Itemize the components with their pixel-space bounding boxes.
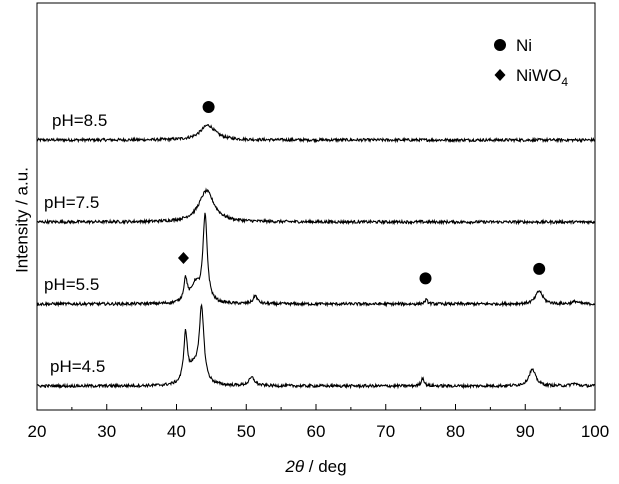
trace-pH75 (37, 190, 595, 224)
legend-label-subscript: 4 (561, 75, 568, 89)
x-tick-label: 20 (28, 422, 47, 441)
trace-pH45 (37, 305, 595, 387)
x-tick-label: 70 (376, 422, 395, 441)
x-tick-label: 80 (446, 422, 465, 441)
legend-label-main: Ni (516, 36, 532, 55)
x-axis-title: 2θ / deg (284, 457, 346, 476)
plot-frame (37, 3, 595, 410)
legend-label: NiWO4 (516, 66, 568, 89)
series-label: pH=8.5 (52, 111, 107, 130)
x-axis-title-unit: / deg (304, 457, 347, 476)
legend-circle-marker (494, 39, 506, 51)
series-label: pH=7.5 (44, 193, 99, 212)
x-tick-label: 60 (307, 422, 326, 441)
ni-peak-marker (203, 101, 215, 113)
x-tick-label: 30 (97, 422, 116, 441)
legend-label: Ni (516, 36, 532, 55)
series-labels: pH=8.5 pH=7.5 pH=5.5 pH=4.5 (44, 111, 107, 376)
legend-diamond-marker (495, 69, 506, 81)
x-tick-label: 90 (516, 422, 535, 441)
legend-label-main: NiWO (516, 66, 561, 85)
ni-peak-marker (533, 263, 545, 275)
x-tick-label: 50 (237, 422, 256, 441)
y-axis-title: Intensity / a.u. (12, 167, 31, 273)
series-label: pH=4.5 (50, 357, 105, 376)
xrd-chart: 20 30 40 50 60 70 80 90 100 pH=8.5pH=7.5pH=5.5pH… (0, 0, 619, 484)
trace-pH55 (37, 213, 595, 306)
niwo4-peak-marker (178, 252, 189, 264)
x-axis-title-symbol: 2θ (284, 457, 304, 476)
x-tick-label: 100 (581, 422, 609, 441)
x-axis-tick-labels: 20 30 40 50 60 70 80 90 100 (28, 422, 610, 441)
series-label: pH=5.5 (44, 275, 99, 294)
peak-markers (178, 101, 545, 284)
x-axis-ticks (37, 404, 595, 410)
diffraction-traces (37, 125, 595, 388)
legend: Ni NiWO4 (494, 36, 568, 89)
trace-pH85 (37, 125, 595, 142)
x-tick-label: 40 (167, 422, 186, 441)
ni-peak-marker (420, 272, 432, 284)
